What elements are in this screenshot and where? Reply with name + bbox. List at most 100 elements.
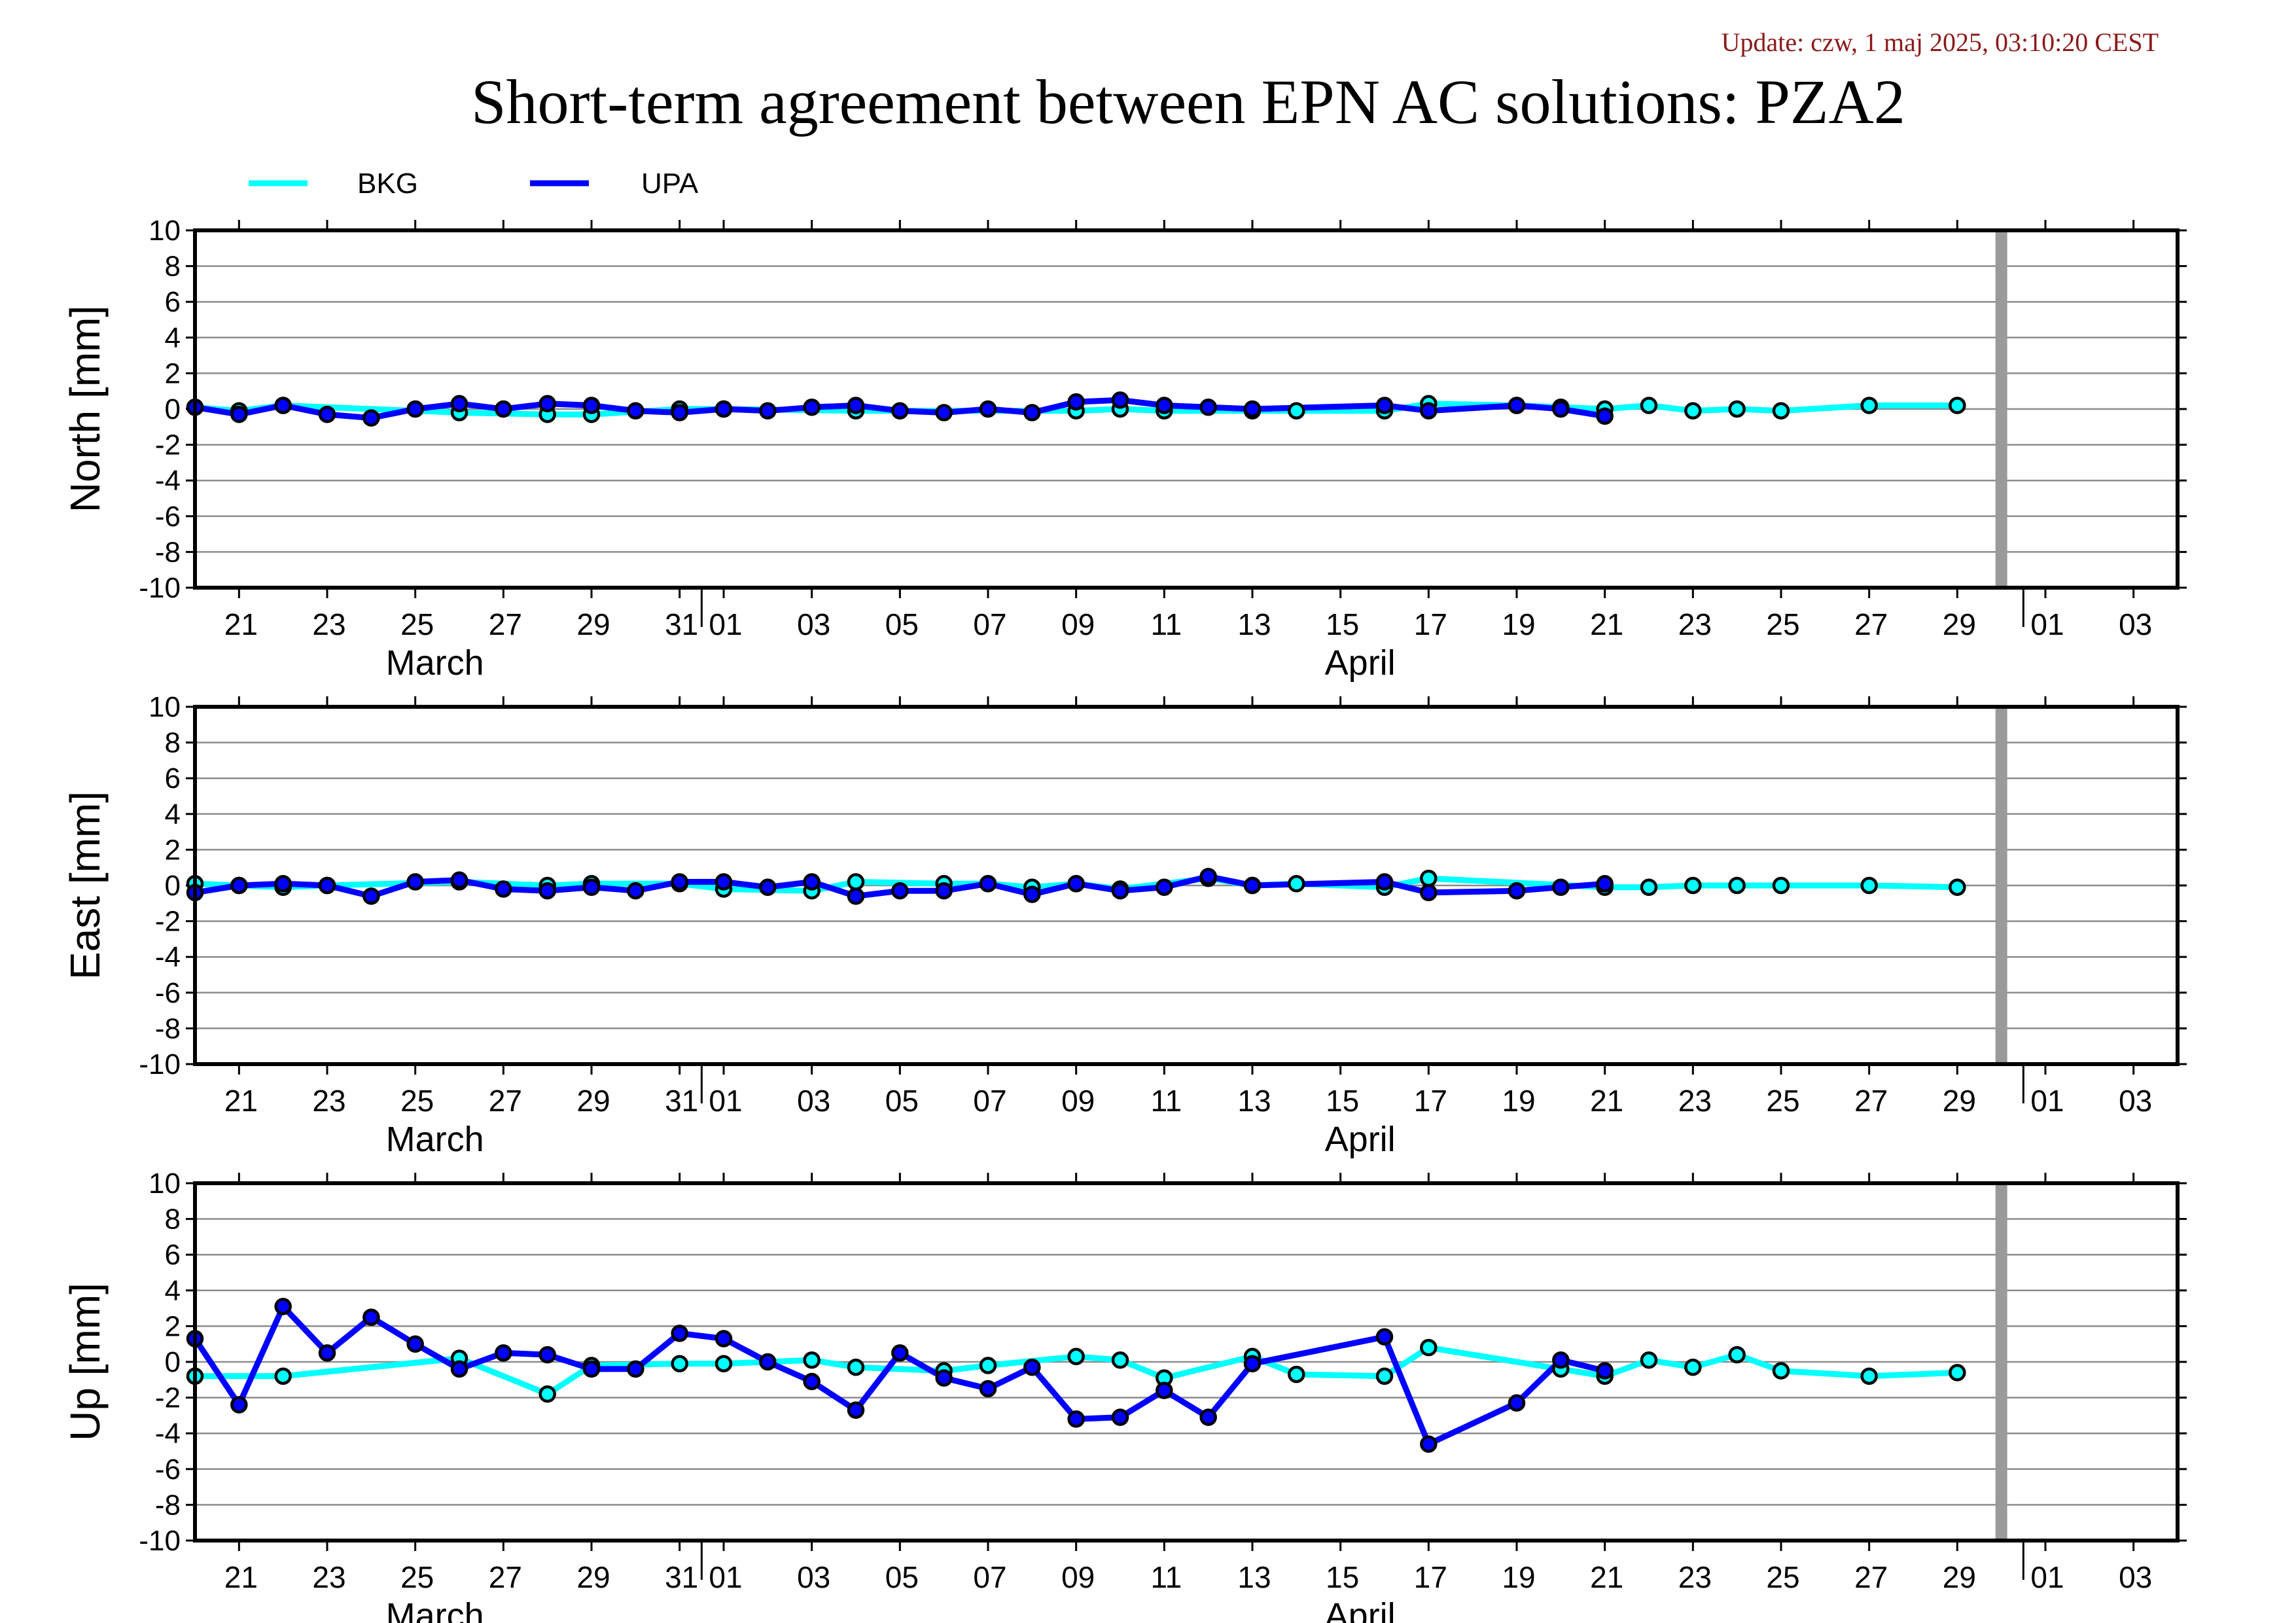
data-point-upa [891, 882, 909, 900]
y-tick-label: -2 [155, 1382, 181, 1414]
data-point-upa [1156, 397, 1173, 414]
data-point-bkg [1288, 875, 1305, 893]
chart-title: Short-term agreement between EPN AC solu… [471, 67, 1905, 137]
x-tick-label: 13 [1237, 1560, 1271, 1594]
data-point-bkg [1420, 1338, 1438, 1357]
data-point-bkg [1860, 397, 1878, 414]
x-tick-label: 19 [1502, 607, 1535, 641]
data-point-upa [803, 399, 821, 416]
data-point-bkg [1772, 402, 1790, 419]
x-tick-label: 23 [312, 1084, 345, 1118]
y-tick-label: 6 [165, 1239, 181, 1271]
month-label: April [1325, 643, 1396, 683]
data-point-upa [1023, 1358, 1041, 1376]
data-point-upa [539, 882, 556, 900]
x-tick-label: 29 [576, 1560, 610, 1594]
x-tick-label: 29 [576, 1084, 610, 1118]
x-tick-label: 27 [1854, 1560, 1888, 1594]
plot-frame [193, 705, 2180, 1066]
data-point-bkg [1640, 397, 1658, 414]
data-point-bkg [1772, 1362, 1790, 1380]
x-tick-label: 21 [224, 1560, 258, 1594]
data-point-upa [847, 397, 865, 414]
data-point-upa [450, 1360, 468, 1378]
data-point-upa [582, 878, 601, 896]
x-tick-label: 07 [973, 1560, 1006, 1594]
data-point-upa [671, 404, 688, 421]
x-tick-label: 01 [709, 1560, 742, 1594]
x-tick-label: 23 [1678, 1560, 1712, 1594]
y-tick-label: -2 [155, 429, 181, 461]
data-point-bkg [274, 1367, 292, 1385]
y-tick-label: 0 [165, 1346, 181, 1378]
data-point-upa [1199, 1408, 1217, 1426]
x-tick-label: 23 [1678, 1084, 1712, 1118]
data-point-upa [1508, 882, 1526, 900]
y-tick-label: 2 [165, 1310, 181, 1342]
x-tick-label: 01 [709, 1084, 742, 1118]
data-point-bkg [1288, 1365, 1305, 1383]
x-tick-label: 05 [885, 1084, 919, 1118]
data-point-upa [1552, 400, 1570, 418]
data-point-upa [847, 1401, 865, 1419]
data-point-bkg [1772, 876, 1790, 895]
data-point-bkg [1684, 876, 1702, 895]
data-point-upa [230, 405, 248, 423]
data-point-upa [582, 397, 601, 414]
y-tick-label: -10 [139, 1525, 181, 1557]
data-point-upa [1199, 399, 1217, 416]
data-point-upa [1243, 876, 1262, 895]
data-point-upa [935, 882, 953, 900]
y-axis-label: North [mm] [62, 306, 109, 512]
data-point-bkg [1640, 1351, 1658, 1369]
data-point-upa [759, 1353, 777, 1371]
y-tick-label: 8 [165, 727, 181, 759]
y-tick-label: -6 [155, 1454, 181, 1486]
y-tick-label: 4 [165, 1275, 181, 1307]
data-point-bkg [1860, 1367, 1878, 1385]
data-point-upa [1420, 883, 1438, 902]
x-tick-label: 23 [312, 1560, 345, 1594]
x-tick-label: 13 [1237, 607, 1271, 641]
x-tick-label: 17 [1414, 1084, 1447, 1118]
y-tick-label: 6 [165, 286, 181, 318]
data-point-upa [362, 887, 380, 905]
data-point-upa [450, 871, 468, 889]
data-point-upa [979, 400, 997, 418]
data-point-upa [274, 397, 292, 414]
x-tick-label: 25 [1766, 1084, 1799, 1118]
data-point-upa [1243, 400, 1262, 418]
x-tick-label: 31 [665, 1560, 698, 1594]
month-label: April [1325, 1120, 1396, 1159]
x-tick-label: 25 [400, 1560, 434, 1594]
x-tick-label: 13 [1237, 1084, 1271, 1118]
x-tick-label: 21 [1590, 607, 1623, 641]
month-label: March [386, 1596, 484, 1623]
y-tick-label: -8 [155, 1012, 181, 1044]
x-tick-label: 15 [1326, 607, 1359, 641]
data-point-upa [406, 1335, 424, 1353]
data-point-bkg [1420, 869, 1438, 887]
data-point-upa [539, 395, 556, 413]
y-tick-label: -6 [155, 501, 181, 533]
data-point-upa [627, 882, 645, 900]
data-point-bkg [1684, 1358, 1702, 1376]
data-point-upa [715, 873, 733, 891]
month-label: April [1325, 1596, 1396, 1623]
data-point-upa [759, 402, 777, 419]
y-tick-label: 4 [165, 798, 181, 830]
data-point-upa [715, 1330, 733, 1347]
data-point-upa [715, 400, 733, 418]
data-point-upa [891, 1344, 909, 1362]
y-tick-label: -8 [155, 1489, 181, 1521]
data-point-upa [318, 876, 336, 895]
data-point-bkg [715, 1355, 733, 1372]
x-tick-label: 03 [797, 1084, 830, 1118]
x-tick-label: 11 [1150, 1084, 1182, 1118]
data-point-upa [274, 1298, 292, 1315]
data-point-upa [230, 1396, 248, 1414]
x-tick-label: 25 [400, 1084, 434, 1118]
data-point-upa [1375, 873, 1394, 891]
